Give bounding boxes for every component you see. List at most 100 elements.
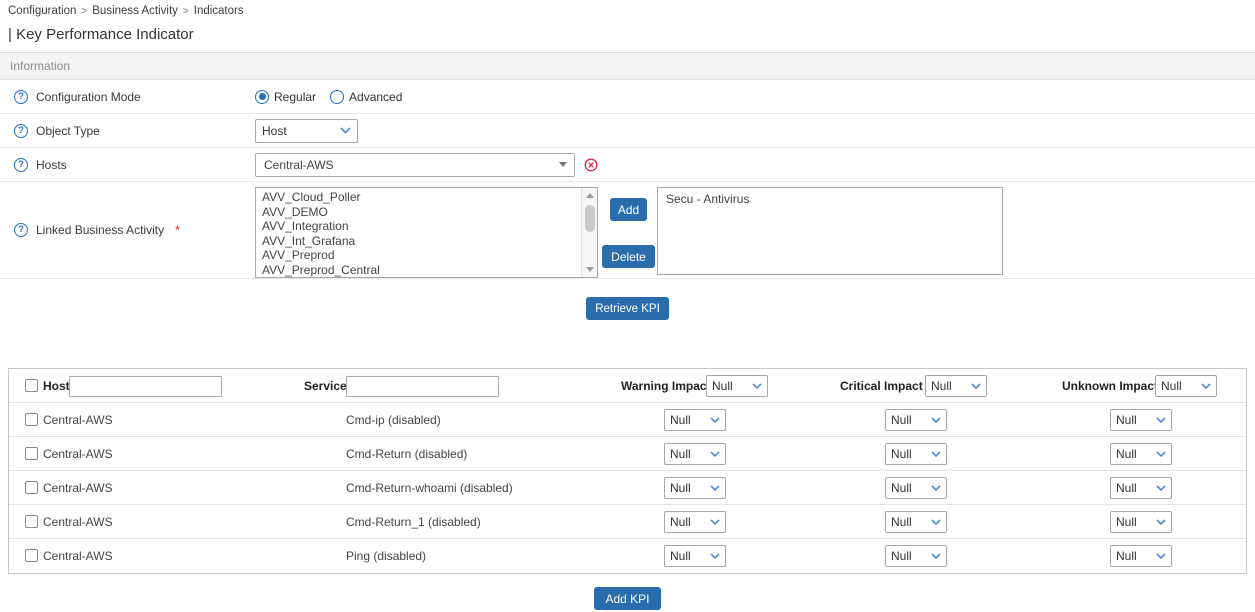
- chevron-down-icon: [1156, 417, 1166, 423]
- kpi-table: Host Service Warning Impact Null Critica…: [8, 368, 1247, 574]
- chevron-down-icon: [710, 519, 720, 525]
- available-activities-list[interactable]: AVV_Cloud_Poller AVV_DEMO AVV_Integratio…: [255, 187, 598, 278]
- list-item[interactable]: AVV_Integration: [262, 219, 349, 233]
- scrollbar[interactable]: [581, 188, 597, 277]
- select-value: Null: [670, 515, 691, 529]
- add-button[interactable]: Add: [610, 198, 647, 221]
- unknown-impact-header-select[interactable]: Null: [1155, 375, 1217, 397]
- page-title: | Key Performance Indicator: [0, 22, 1255, 53]
- list-item[interactable]: AVV_Preprod: [262, 248, 335, 262]
- list-item[interactable]: Secu - Antivirus: [666, 192, 750, 206]
- hosts-label: Hosts: [36, 158, 67, 172]
- list-item[interactable]: AVV_Prod: [256, 277, 580, 278]
- breadcrumb-configuration[interactable]: Configuration: [8, 5, 77, 17]
- select-value: Null: [670, 481, 691, 495]
- service-cell: Ping (disabled): [346, 549, 427, 563]
- warning-impact-select[interactable]: Null: [664, 443, 726, 465]
- unknown-impact-select[interactable]: Null: [1110, 545, 1172, 567]
- retrieve-kpi-button[interactable]: Retrieve KPI: [586, 297, 669, 320]
- list-item[interactable]: AVV_Cloud_Poller: [262, 190, 361, 204]
- select-value: Null: [712, 379, 733, 393]
- select-value: Null: [1116, 413, 1137, 427]
- critical-impact-select[interactable]: Null: [885, 511, 947, 533]
- help-icon[interactable]: ?: [14, 223, 28, 237]
- help-icon[interactable]: ?: [14, 90, 28, 104]
- critical-impact-header-select[interactable]: Null: [925, 375, 987, 397]
- breadcrumb-business-activity[interactable]: Business Activity: [92, 5, 178, 17]
- radio-advanced[interactable]: Advanced: [330, 89, 403, 104]
- object-type-value: Host: [262, 123, 287, 138]
- warning-impact-select[interactable]: Null: [664, 511, 726, 533]
- delete-button[interactable]: Delete: [602, 245, 655, 268]
- warning-impact-select[interactable]: Null: [664, 477, 726, 499]
- unknown-impact-select[interactable]: Null: [1110, 477, 1172, 499]
- chevron-down-icon: [710, 553, 720, 559]
- table-row: Central-AWS Cmd-Return (disabled) Null N…: [9, 437, 1246, 471]
- table-row: Central-AWS Cmd-Return-whoami (disabled)…: [9, 471, 1246, 505]
- warning-impact-header-select[interactable]: Null: [706, 375, 768, 397]
- help-icon[interactable]: ?: [14, 158, 28, 172]
- clear-host-icon[interactable]: [584, 158, 598, 172]
- chevron-down-icon: [752, 383, 762, 389]
- host-cell: Central-AWS: [43, 481, 113, 495]
- select-value: Null: [1116, 549, 1137, 563]
- critical-impact-select[interactable]: Null: [885, 477, 947, 499]
- breadcrumb-separator: >: [182, 6, 189, 17]
- help-icon[interactable]: ?: [14, 124, 28, 138]
- host-cell: Central-AWS: [43, 549, 113, 563]
- row-checkbox[interactable]: [25, 413, 38, 426]
- add-kpi-button[interactable]: Add KPI: [594, 587, 661, 610]
- select-value: Null: [1116, 515, 1137, 529]
- critical-impact-select[interactable]: Null: [885, 443, 947, 465]
- list-item[interactable]: AVV_DEMO: [262, 204, 328, 219]
- breadcrumb-separator: >: [81, 6, 88, 17]
- warning-impact-select[interactable]: Null: [664, 409, 726, 431]
- radio-unselected-icon: [330, 89, 345, 104]
- select-value: Null: [1161, 379, 1182, 393]
- warning-impact-select[interactable]: Null: [664, 545, 726, 567]
- table-body: Central-AWS Cmd-ip (disabled) Null Null …: [9, 403, 1246, 573]
- radio-selected-icon: [255, 89, 269, 104]
- chevron-down-icon: [710, 451, 720, 457]
- row-checkbox[interactable]: [25, 447, 38, 460]
- object-type-row: ? Object Type Host: [0, 114, 1255, 148]
- table-row: Central-AWS Cmd-Return_1 (disabled) Null…: [9, 505, 1246, 539]
- select-value: Null: [1116, 447, 1137, 461]
- row-checkbox[interactable]: [25, 481, 38, 494]
- selected-activities-list[interactable]: Secu - Antivirus: [657, 187, 1003, 275]
- radio-regular[interactable]: Regular: [255, 89, 317, 104]
- breadcrumb-indicators[interactable]: Indicators: [193, 5, 244, 17]
- row-checkbox[interactable]: [25, 515, 38, 528]
- radio-regular-label: Regular: [274, 89, 317, 104]
- service-filter-input[interactable]: [346, 375, 499, 397]
- row-checkbox[interactable]: [25, 549, 38, 562]
- hosts-select[interactable]: Central-AWS: [255, 152, 575, 177]
- chevron-down-icon: [1156, 519, 1166, 525]
- object-type-select[interactable]: Host: [255, 118, 358, 143]
- unknown-impact-select[interactable]: Null: [1110, 511, 1172, 533]
- unknown-impact-select[interactable]: Null: [1110, 443, 1172, 465]
- unknown-impact-select[interactable]: Null: [1110, 409, 1172, 431]
- critical-impact-select[interactable]: Null: [885, 545, 947, 567]
- list-item[interactable]: AVV_Preprod_Central: [262, 262, 380, 277]
- radio-advanced-label: Advanced: [349, 89, 403, 104]
- information-section-header: Information: [0, 53, 1255, 80]
- chevron-down-icon: [1156, 485, 1166, 491]
- select-value: Null: [670, 413, 691, 427]
- critical-impact-select[interactable]: Null: [885, 409, 947, 431]
- chevron-down-icon: [931, 417, 941, 423]
- chevron-down-icon: [971, 383, 981, 389]
- table-row: Central-AWS Ping (disabled) Null Null Nu…: [9, 539, 1246, 573]
- select-value: Null: [891, 481, 912, 495]
- list-item[interactable]: AVV_Int_Grafana: [262, 233, 356, 248]
- chevron-down-icon: [931, 451, 941, 457]
- chevron-down-icon: [931, 519, 941, 525]
- object-type-label: Object Type: [36, 124, 100, 138]
- host-filter-input[interactable]: [69, 375, 222, 397]
- scroll-down-icon[interactable]: [586, 267, 594, 272]
- select-all-checkbox[interactable]: [25, 379, 38, 392]
- hosts-row: ? Hosts Central-AWS: [0, 148, 1255, 182]
- scroll-up-icon[interactable]: [586, 193, 594, 198]
- scrollbar-thumb[interactable]: [584, 205, 595, 232]
